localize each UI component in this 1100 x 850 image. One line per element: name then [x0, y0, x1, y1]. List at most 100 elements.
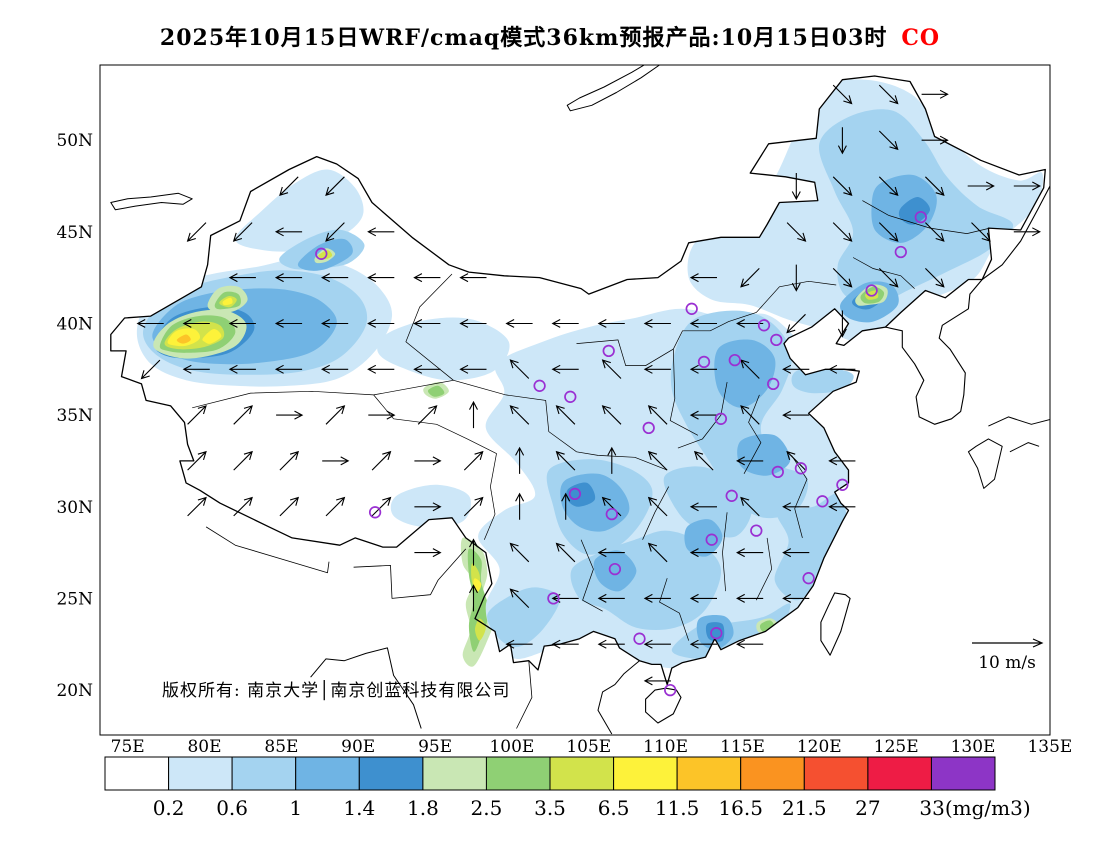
- kyushu-outline: [967, 438, 1003, 489]
- city-marker: [605, 507, 618, 521]
- province-border: [576, 280, 837, 366]
- wind-arrow: [186, 222, 207, 242]
- page-title: 2025年10月15日WRF/cmaq模式36km预报产品:10月15日03时 C…: [0, 20, 1100, 52]
- wind-arrow: [643, 676, 671, 686]
- wind-arrow: [782, 502, 810, 512]
- wind-field: [136, 84, 1041, 686]
- city-marker: [685, 302, 698, 315]
- wind-arrow: [1013, 181, 1041, 191]
- colorbar-cell: [485, 756, 551, 791]
- fill-region: [593, 550, 637, 592]
- wind-arrow: [274, 273, 303, 283]
- wind-arrow: [417, 405, 438, 425]
- wind-arrow: [555, 405, 576, 425]
- province-border: [659, 578, 690, 641]
- wind-arrow: [505, 319, 533, 328]
- wind-arrow: [689, 273, 717, 283]
- province-border: [192, 379, 454, 409]
- wind-arrow: [786, 313, 806, 334]
- wind-arrow: [187, 405, 207, 425]
- city-marker: [802, 572, 815, 585]
- coastlines-and-borders: [110, 65, 1050, 735]
- wind-arrow: [279, 176, 299, 197]
- wind-arrow: [321, 319, 349, 328]
- wind-arrow: [832, 176, 853, 197]
- plot-frame: [99, 64, 1051, 736]
- wind-arrow: [509, 542, 530, 563]
- wind-arrow: [791, 264, 801, 292]
- wind-arrow: [740, 359, 760, 379]
- lon-label: 100E: [489, 737, 534, 757]
- colorbar-label: 0.2: [153, 796, 185, 820]
- wind-arrow: [740, 496, 760, 517]
- city-marker: [750, 524, 763, 537]
- colorbar-cell: [676, 756, 742, 791]
- wind-arrow: [878, 130, 899, 151]
- fill-region: [663, 466, 752, 538]
- province-border: [453, 379, 668, 471]
- wind-arrow: [279, 450, 300, 471]
- wind-arrow: [689, 639, 717, 649]
- wind-arrow: [643, 639, 671, 649]
- wind-arrow: [643, 319, 671, 328]
- wind-arrow: [414, 502, 442, 512]
- lat-label: 30N: [56, 498, 93, 518]
- lon-label: 120E: [797, 737, 842, 757]
- wind-arrow: [782, 548, 810, 558]
- city-marker: [368, 506, 382, 519]
- wind-arrow: [828, 456, 856, 466]
- wind-arrow: [367, 319, 395, 328]
- wind-arrow: [509, 588, 530, 608]
- wind-arrow: [321, 273, 349, 283]
- wind-arrow: [736, 456, 764, 466]
- fill-region: [737, 433, 791, 476]
- wind-arrow: [878, 84, 899, 105]
- wind-arrow: [921, 135, 949, 145]
- concentration-fills: [136, 79, 1044, 669]
- laos-border-outline: [516, 660, 533, 729]
- fill-region: [427, 385, 445, 397]
- city-marker: [767, 377, 780, 391]
- wind-arrow: [274, 319, 303, 328]
- wind-arrow: [647, 542, 668, 563]
- colorbar-cell: [358, 756, 424, 791]
- wind-arrow: [551, 639, 579, 649]
- wind-arrow: [607, 446, 617, 474]
- primorye-coast-outline: [981, 184, 1050, 280]
- wind-arrow: [232, 222, 253, 242]
- wind-arrow: [786, 222, 807, 242]
- colorbar-cell: [740, 756, 805, 791]
- wind-arrow: [469, 400, 478, 429]
- wind-arrow: [367, 364, 395, 374]
- wind-arrow: [601, 496, 622, 517]
- lat-label: 45N: [56, 223, 93, 243]
- wind-arrow: [515, 446, 525, 474]
- colorbar-label: 1.4: [343, 796, 375, 820]
- wind-arrow: [555, 542, 576, 563]
- wind-arrow: [228, 364, 256, 374]
- colorbar-cell: [295, 756, 360, 791]
- wind-arrow: [971, 222, 991, 242]
- city-markers: [315, 210, 927, 697]
- city-marker: [725, 489, 738, 502]
- bengal-coast-outline: [310, 647, 422, 729]
- wind-arrow: [643, 364, 671, 374]
- wind-arrow: [740, 405, 760, 425]
- fill-region: [390, 484, 472, 528]
- lake-baikal-outline: [566, 65, 661, 112]
- wind-arrow: [414, 548, 442, 558]
- province-border: [852, 257, 915, 289]
- wind-arrow: [597, 593, 625, 603]
- colorbar-cell: [168, 756, 233, 791]
- wind-arrow: [597, 548, 625, 558]
- wind-arrow: [689, 410, 717, 420]
- city-marker: [664, 683, 677, 697]
- wind-arrow: [233, 450, 253, 471]
- wind-arrow: [187, 450, 207, 471]
- colorbar-label: 1: [289, 796, 302, 820]
- wind-arrow: [736, 593, 764, 603]
- wind-arrow: [878, 176, 899, 197]
- wind-arrow: [837, 310, 847, 338]
- fill-region: [176, 334, 191, 344]
- wind-arrow: [647, 496, 668, 517]
